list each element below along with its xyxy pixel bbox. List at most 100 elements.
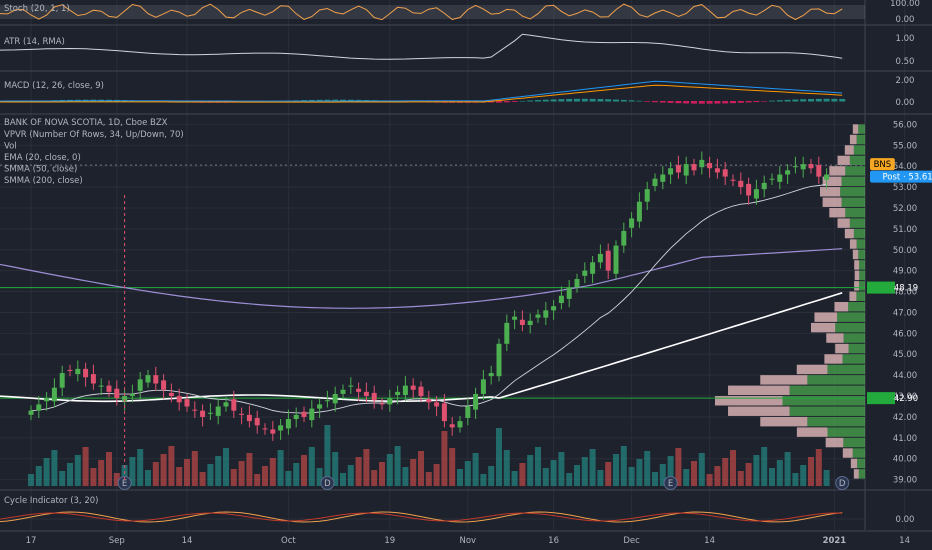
candle-body <box>137 379 143 391</box>
macd-tick: 2.00 <box>896 76 915 86</box>
volume-bar <box>379 462 385 486</box>
volume-bar <box>332 452 339 486</box>
candle-body <box>777 174 783 182</box>
volume-bar <box>98 460 105 486</box>
candle-body <box>457 421 463 428</box>
volume-bar <box>340 473 346 486</box>
volume-bar <box>472 453 479 486</box>
candle-body <box>387 398 393 405</box>
volume-bar <box>652 472 658 486</box>
macd-tick: 0.00 <box>896 98 915 108</box>
vpvr-up-bar <box>842 354 865 364</box>
vpvr-down-bar <box>835 343 849 354</box>
volume-bar <box>238 461 245 486</box>
candle-body <box>293 414 299 420</box>
vpvr-down-bar <box>849 239 857 249</box>
volume-bar <box>464 461 471 486</box>
macd-histogram-bar <box>667 101 674 103</box>
candle-body <box>683 164 689 176</box>
volume-bar <box>386 454 393 486</box>
price-tick-label: 40.00 <box>893 455 917 465</box>
vpvr-up-bar <box>827 364 865 375</box>
price-tick-label: 50.00 <box>893 246 917 256</box>
volume-bar <box>347 465 354 486</box>
volume-bar <box>137 449 144 486</box>
volume-bar <box>605 462 612 486</box>
vpvr-up-bar <box>807 375 865 385</box>
vpvr-down-bar <box>852 124 859 134</box>
volume-bar <box>519 463 526 486</box>
volume-bar <box>363 449 370 486</box>
vpvr-down-bar <box>837 155 850 166</box>
event-marker-label: D <box>839 479 846 489</box>
vpvr-up-bar <box>837 312 865 322</box>
volume-bar <box>277 450 284 486</box>
candle-body <box>239 413 245 415</box>
price-tick-label: 52.00 <box>893 204 917 214</box>
volume-bar <box>394 446 401 486</box>
volume-bar <box>761 447 768 486</box>
vpvr-up-bar <box>782 396 865 406</box>
vpvr-down-bar <box>820 187 841 197</box>
macd-histogram-bar <box>628 100 635 102</box>
macd-histogram-bar <box>722 101 729 104</box>
volume-bar <box>776 460 783 486</box>
candle-body <box>613 245 619 274</box>
atr-label: ATR (14, RMA) <box>4 37 65 47</box>
cycle-line-b <box>0 512 843 522</box>
vpvr-up-bar <box>789 385 865 396</box>
candle-body <box>769 178 775 180</box>
candle-body <box>792 166 798 168</box>
volume-bar <box>800 465 807 486</box>
vpvr-up-bar <box>858 249 865 260</box>
candle-body <box>356 388 362 392</box>
macd-histogram-bar <box>761 101 768 102</box>
candle-body <box>488 373 494 377</box>
macd-histogram-bar <box>792 99 799 102</box>
candle-body <box>309 408 315 421</box>
macd-histogram-bar <box>527 100 534 102</box>
macd-histogram-bar <box>636 100 643 102</box>
volume-bar <box>722 458 729 486</box>
price-tick-label: 41.00 <box>893 434 917 444</box>
price-badge <box>870 170 932 183</box>
candle-body <box>402 385 408 395</box>
macd-histogram-bar <box>620 99 627 102</box>
volume-bar <box>184 459 190 486</box>
macd-histogram-bar <box>753 101 760 103</box>
macd-histogram-bar <box>496 101 502 103</box>
volume-bar <box>308 447 315 486</box>
vpvr-up-bar <box>859 270 865 281</box>
volume-bar <box>574 465 580 486</box>
volume-bar <box>113 473 120 486</box>
candle-body <box>270 429 276 434</box>
stoch-label: Stoch (20, 1, 1) <box>4 4 70 14</box>
stoch-tick: 0.00 <box>896 15 915 25</box>
x-tick-label: 17 <box>26 536 37 546</box>
overlay-label: SMMA (200, close) <box>4 176 83 186</box>
volume-bar <box>199 472 206 486</box>
price-tick-label: 44.00 <box>893 371 917 381</box>
event-marker <box>663 476 678 490</box>
volume-bar <box>254 474 261 486</box>
macd-histogram-bar <box>815 98 822 102</box>
macd-histogram-bar <box>839 98 846 102</box>
candle-body <box>285 419 291 429</box>
x-tick-label: Nov <box>460 536 477 546</box>
macd-histogram-bar <box>550 99 557 102</box>
volume-bar <box>441 431 448 486</box>
vpvr-down-bar <box>829 166 846 176</box>
volume-bar <box>636 459 643 486</box>
volume-bar <box>566 473 573 486</box>
overlay-label: SMMA (50, close) <box>4 165 77 175</box>
vpvr-down-bar <box>822 197 842 207</box>
volume-bar <box>480 474 487 486</box>
level-badge-label: 42.90 <box>894 394 918 404</box>
candle-body <box>558 295 564 304</box>
macd-histogram-bar <box>675 101 682 104</box>
volume-bar <box>51 450 58 486</box>
vpvr-up-bar <box>858 469 865 479</box>
candle-body <box>262 428 268 430</box>
candle-body <box>691 164 697 171</box>
candle-body <box>730 179 736 181</box>
